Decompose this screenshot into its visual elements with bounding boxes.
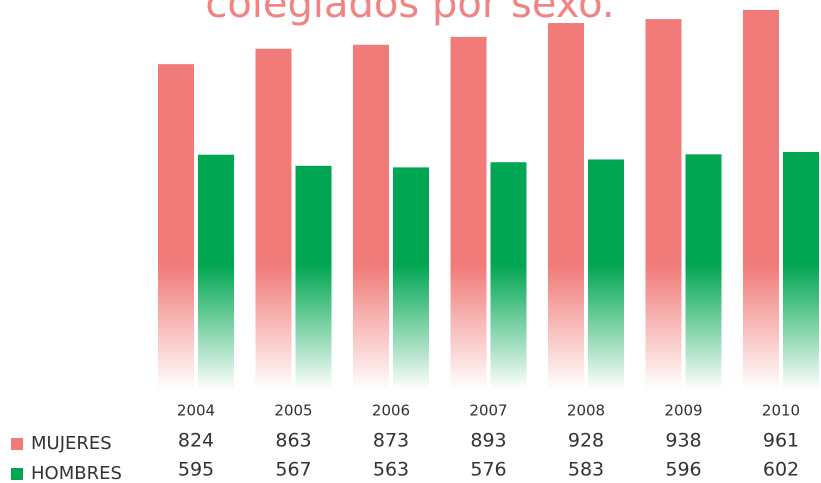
bar [295, 165, 332, 390]
bar [548, 23, 584, 390]
table-value: 576 [470, 459, 506, 481]
bar [743, 10, 779, 390]
x-tick-label: 2004 [177, 402, 215, 420]
x-tick-label: 2006 [372, 402, 410, 420]
legend-label: HOMBRES [31, 463, 122, 483]
x-tick-label: 2008 [567, 402, 605, 420]
table-value: 961 [763, 430, 799, 452]
table-value: 928 [568, 430, 604, 452]
table-value: 567 [275, 459, 311, 481]
bar [255, 48, 292, 390]
bar [353, 44, 389, 390]
table-value: 595 [178, 459, 214, 481]
bar [450, 36, 487, 390]
chart-title: colegiados por sexo. [205, 0, 614, 27]
table-value: 863 [275, 430, 311, 452]
x-tick-label: 2005 [274, 402, 312, 420]
legend-swatch [11, 468, 23, 480]
bar [645, 19, 682, 390]
legend-swatch [11, 438, 23, 450]
bar [490, 162, 527, 390]
table-value: 893 [470, 430, 506, 452]
table-value: 583 [568, 459, 604, 481]
table-value: 824 [178, 430, 214, 452]
x-tick-label: 2009 [664, 402, 702, 420]
table-value: 596 [665, 459, 701, 481]
legend-label: MUJERES [31, 433, 112, 454]
table-value: 563 [373, 459, 409, 481]
table-value: 938 [665, 430, 701, 452]
x-tick-label: 2007 [469, 402, 507, 420]
table-value: 873 [373, 430, 409, 452]
table-value: 602 [763, 459, 799, 481]
bar [393, 167, 429, 390]
bar [198, 154, 234, 390]
bar [158, 64, 194, 391]
bar [588, 159, 624, 390]
bar [685, 154, 722, 390]
bar [783, 151, 819, 390]
x-tick-label: 2010 [762, 402, 800, 420]
